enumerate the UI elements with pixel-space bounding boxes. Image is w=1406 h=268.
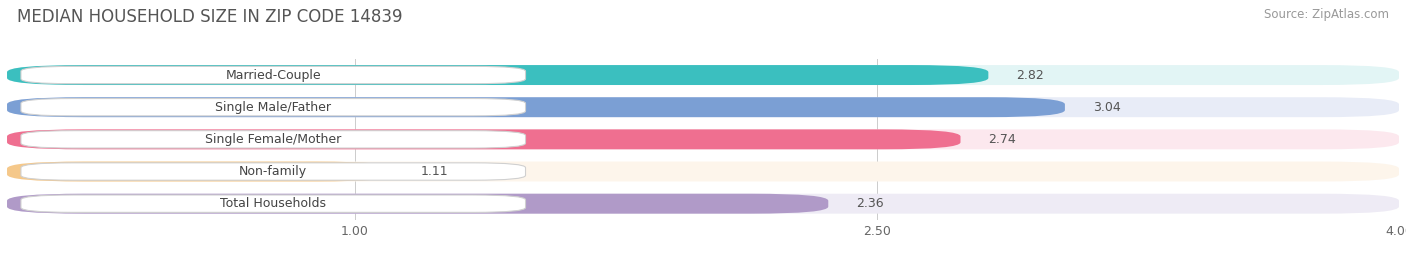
FancyBboxPatch shape [7, 97, 1064, 117]
Text: Married-Couple: Married-Couple [225, 69, 321, 81]
FancyBboxPatch shape [21, 195, 526, 212]
FancyBboxPatch shape [7, 97, 1399, 117]
FancyBboxPatch shape [7, 65, 1399, 85]
Text: Single Male/Father: Single Male/Father [215, 101, 332, 114]
Text: 1.11: 1.11 [422, 165, 449, 178]
Text: Total Households: Total Households [221, 197, 326, 210]
Text: 2.82: 2.82 [1017, 69, 1043, 81]
FancyBboxPatch shape [7, 129, 1399, 149]
FancyBboxPatch shape [7, 162, 1399, 181]
FancyBboxPatch shape [21, 163, 526, 180]
FancyBboxPatch shape [7, 162, 394, 181]
Text: Source: ZipAtlas.com: Source: ZipAtlas.com [1264, 8, 1389, 21]
FancyBboxPatch shape [21, 99, 526, 116]
Text: Non-family: Non-family [239, 165, 308, 178]
Text: MEDIAN HOUSEHOLD SIZE IN ZIP CODE 14839: MEDIAN HOUSEHOLD SIZE IN ZIP CODE 14839 [17, 8, 402, 26]
FancyBboxPatch shape [7, 65, 988, 85]
Text: 2.36: 2.36 [856, 197, 884, 210]
FancyBboxPatch shape [21, 131, 526, 148]
FancyBboxPatch shape [7, 194, 1399, 214]
FancyBboxPatch shape [7, 129, 960, 149]
FancyBboxPatch shape [7, 194, 828, 214]
Text: 2.74: 2.74 [988, 133, 1017, 146]
FancyBboxPatch shape [21, 66, 526, 84]
Text: Single Female/Mother: Single Female/Mother [205, 133, 342, 146]
Text: 3.04: 3.04 [1092, 101, 1121, 114]
